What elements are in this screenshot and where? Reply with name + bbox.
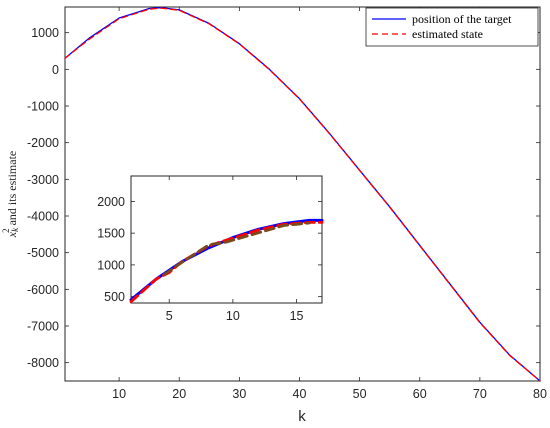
main-series-line-1 <box>64 7 541 382</box>
y-axis-label: xk2 and its estimate <box>1 151 20 238</box>
main-y-tick-label: 1000 <box>31 26 59 40</box>
inset-x-tick-label: 15 <box>290 309 304 323</box>
inset-y-tick-label: 1500 <box>97 227 125 241</box>
main-y-ticks: 1000 0 -1000 -2000 -3000 -4000 -5000 -6000 -7000… <box>27 26 540 370</box>
legend: position of the target estimated state <box>365 7 539 47</box>
legend-label-estimate: estimated state <box>412 27 483 41</box>
main-x-tick-label: 80 <box>533 387 547 401</box>
x-axis-label: k <box>298 408 306 425</box>
inset-series-lines <box>129 218 324 304</box>
inset-series-line-2 <box>162 221 311 276</box>
main-y-tick-label: -8000 <box>27 356 59 370</box>
inset-y-ticks: 2000 1500 1000 500 <box>97 195 322 304</box>
main-x-tick-label: 10 <box>112 387 126 401</box>
main-x-tick-label: 70 <box>473 387 487 401</box>
main-x-tick-label: 20 <box>172 387 186 401</box>
legend-box <box>365 7 539 47</box>
main-y-tick-label: 0 <box>52 63 59 77</box>
inset-x-tick-label: 10 <box>226 309 240 323</box>
inset-y-tick-label: 2000 <box>97 195 125 209</box>
main-y-tick-label: -7000 <box>27 320 59 334</box>
main-x-tick-label: 40 <box>293 387 307 401</box>
svg-text:xk2 and its estimate: xk2 and its estimate <box>1 151 20 238</box>
main-y-tick-label: -4000 <box>27 210 59 224</box>
main-x-tick-label: 60 <box>413 387 427 401</box>
main-y-tick-label: -6000 <box>27 283 59 297</box>
main-y-tick-label: -5000 <box>27 246 59 260</box>
inset-x-tick-label: 5 <box>166 309 173 323</box>
main-series-lines <box>64 7 541 382</box>
main-y-tick-label: -2000 <box>27 136 59 150</box>
inset-y-tick-label: 1000 <box>97 258 125 272</box>
main-y-tick-label: -3000 <box>27 173 59 187</box>
main-x-ticks: 10 20 30 40 50 60 70 80 <box>112 7 547 401</box>
inset-y-tick-label: 500 <box>104 290 125 304</box>
main-x-tick-label: 50 <box>353 387 367 401</box>
main-y-tick-label: -1000 <box>27 100 59 114</box>
inset-x-ticks: 5 10 15 <box>166 176 304 323</box>
main-x-tick-label: 30 <box>232 387 246 401</box>
legend-label-target: position of the target <box>412 12 512 26</box>
